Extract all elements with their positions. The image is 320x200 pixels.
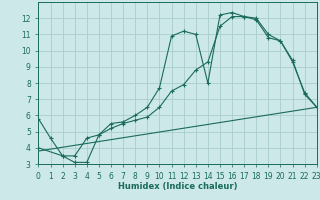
- X-axis label: Humidex (Indice chaleur): Humidex (Indice chaleur): [118, 182, 237, 191]
